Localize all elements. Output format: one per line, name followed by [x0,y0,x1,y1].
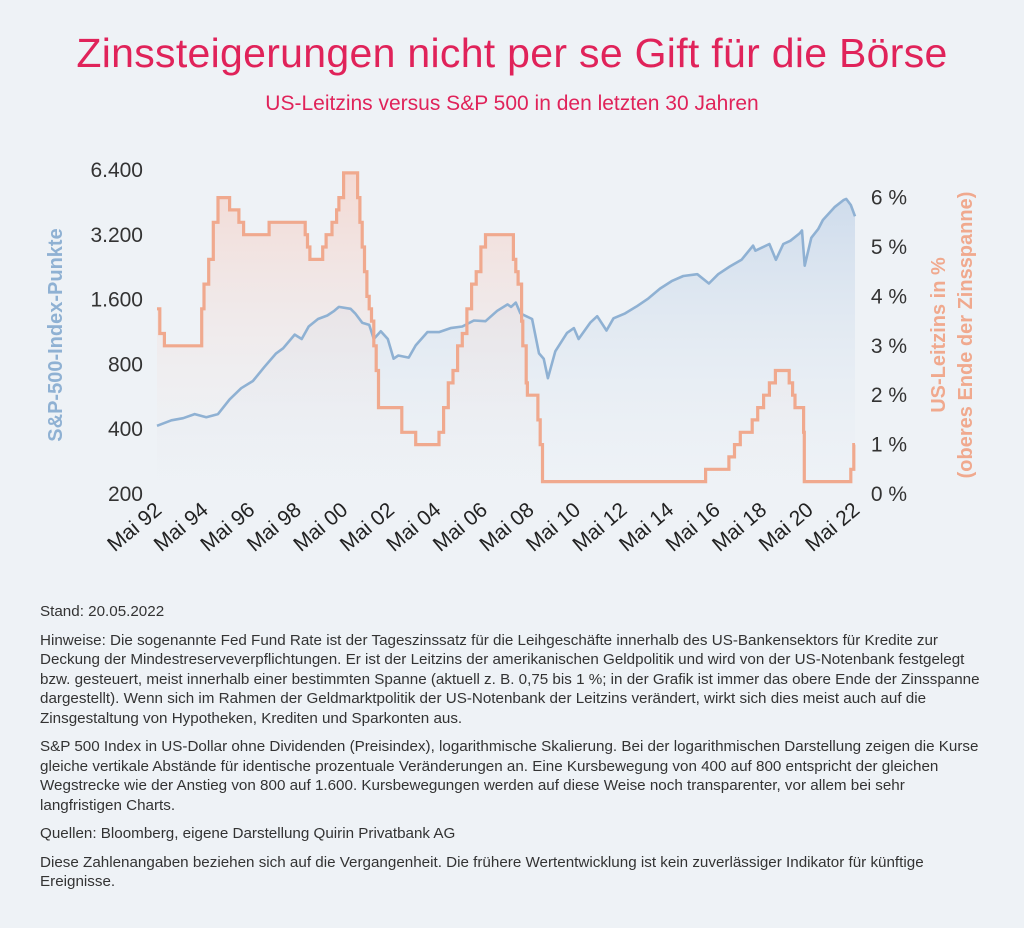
rate-line [157,171,856,484]
chart-title: Zinssteigerungen nicht per se Gift für d… [76,30,948,76]
y-left-tick-label: 6.400 [90,159,143,182]
y-left-axis-label: S&P-500-Index-Punkte [45,228,67,441]
rate-area [157,172,855,494]
chart: 200 400 800 1.600 3.200 6.400 0 % 1 % 2 % 3 % 4 %… [45,159,977,556]
y-right-axis-label-line1: US-Leitzins in % [928,257,950,413]
y-right-tick-label: 5 % [871,236,907,259]
note-index: S&P 500 Index in US-Dollar ohne Dividend… [40,738,979,814]
y-right-tick-label: 3 % [871,335,907,358]
y-right-tick-label: 1 % [871,434,907,457]
y-left-tick-label: 800 [108,353,143,376]
y-right-tick-label: 4 % [871,285,907,308]
y-left-tick-label: 3.200 [90,224,143,247]
y-right-tick-label: 6 % [871,187,907,210]
y-right-tick-label: 2 % [871,384,907,407]
note-stand: Stand: 20.05.2022 [40,603,165,620]
y-right-axis-label-line2: (oberes Ende der Zinsspanne) [955,192,977,479]
note-hinweise: Hinweise: Die sogenannte Fed Fund Rate i… [40,631,980,727]
note-disclaimer: Diese Zahlenangaben beziehen sich auf di… [40,853,924,891]
x-tick-label: Mai 22 [801,498,864,556]
note-quellen: Quellen: Bloomberg, eigene Darstellung Q… [40,825,456,842]
y-left-tick-label: 200 [108,483,143,506]
y-left-tick-label: 1.600 [90,289,143,312]
y-right-tick-label: 0 % [871,483,907,506]
notes: Stand: 20.05.2022 Hinweise: Die sogenann… [40,602,990,901]
chart-subtitle: US-Leitzins versus S&P 500 in den letzte… [265,92,759,115]
y-left-tick-label: 400 [108,418,143,441]
